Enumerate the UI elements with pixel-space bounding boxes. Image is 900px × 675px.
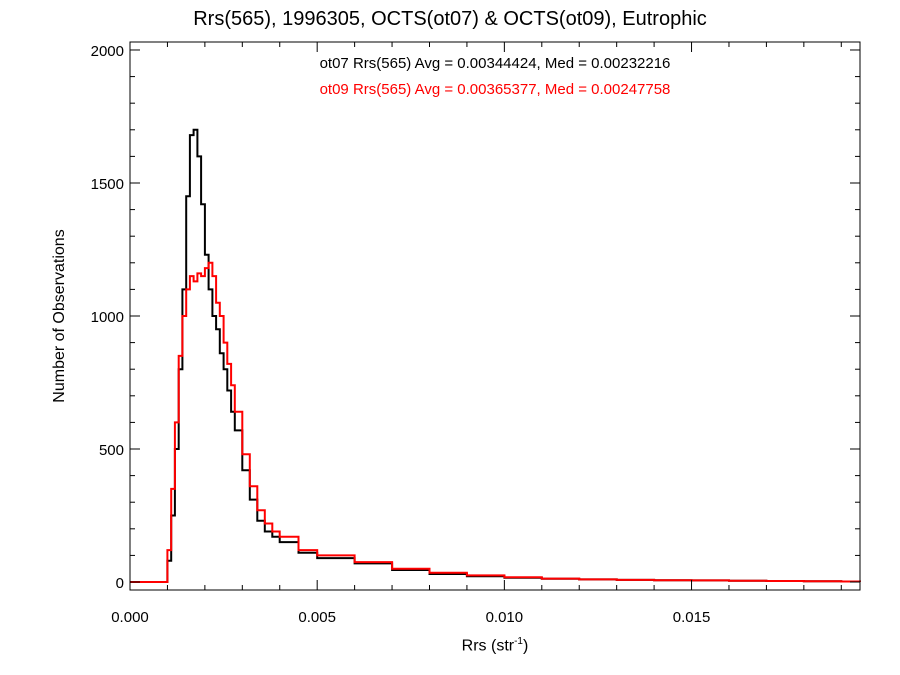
series-layer — [130, 128, 861, 583]
legend-entry-ot09: ot09 Rrs(565) Avg = 0.00365377, Med = 0.… — [319, 81, 671, 98]
x-axis-label-text: Rrs (str — [461, 637, 515, 655]
x-tick-label: 0.015 — [673, 609, 711, 626]
axes-layer: 0.000 0.005 0.010 0.015 0 500 1000 1500 2000 — [91, 41, 861, 626]
y-tick-label: 0 — [116, 575, 124, 592]
y-tick-label: 1000 — [91, 309, 124, 326]
chart-title: Rrs(565), 1996305, OCTS(ot07) & OCTS(ot0… — [193, 8, 707, 30]
y-tick-label: 1500 — [91, 176, 124, 193]
x-tick-label: 0.000 — [111, 609, 149, 626]
series-ot09-line — [130, 261, 861, 583]
x-tick-label: 0.010 — [486, 609, 524, 626]
x-axis-label-superscript: -1 — [514, 636, 524, 647]
y-tick-label: 500 — [99, 442, 124, 459]
x-axis-label: Rrs (str-1) — [462, 636, 529, 655]
legend-entry-ot07: ot07 Rrs(565) Avg = 0.00344424, Med = 0.… — [319, 55, 671, 72]
x-axis-label-end: ) — [523, 637, 529, 655]
x-tick-label: 0.005 — [298, 609, 336, 626]
series-ot07-line — [130, 128, 861, 583]
plot-frame — [129, 41, 861, 591]
y-tick-label: 2000 — [91, 43, 124, 60]
